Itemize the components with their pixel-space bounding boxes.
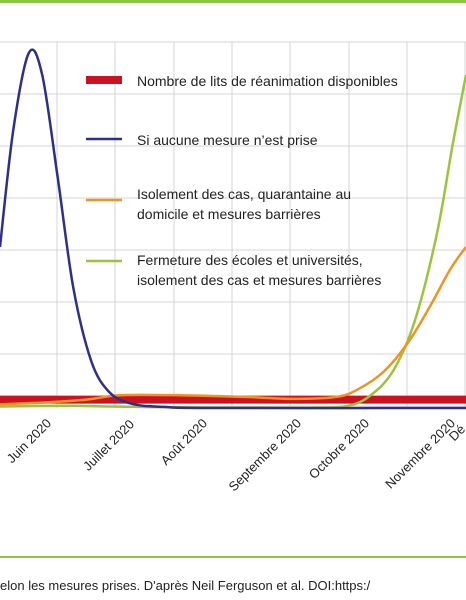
x-tick-label: Octobre 2020 — [306, 416, 372, 482]
legend-label: domicile et mesures barrières — [137, 206, 321, 222]
legend-label: isolement des cas et mesures barrières — [137, 272, 381, 288]
legend-item-isolation: Isolement des cas, quarantaine au domicil… — [86, 186, 351, 222]
x-tick-label: Juillet 2020 — [80, 417, 137, 474]
x-tick-label: Septembre 2020 — [226, 416, 305, 495]
legend-label: Nombre de lits de réanimation disponible… — [137, 73, 398, 89]
x-tick-label: Novembre 2020 — [382, 416, 458, 492]
line-chart: Juin 2020 Juillet 2020 Août 2020 Septembre … — [0, 41, 466, 495]
series-lines — [0, 48, 466, 410]
series-line-isolation — [0, 246, 466, 406]
frame-top-border — [0, 0, 466, 3]
legend-item-school-closure: Fermeture des écoles et universités, isol… — [86, 252, 381, 288]
grid — [0, 41, 466, 408]
legend-label: Isolement des cas, quarantaine au — [137, 186, 351, 202]
legend-item-no-measures: Si aucune mesure n’est prise — [86, 132, 318, 148]
frame-bottom-border — [0, 556, 466, 558]
legend-label: Fermeture des écoles et universités, — [137, 252, 363, 268]
series-line-school-closure — [0, 74, 466, 410]
legend-item-icu-beds: Nombre de lits de réanimation disponible… — [86, 73, 398, 89]
x-axis-tick-labels: Juin 2020 Juillet 2020 Août 2020 Septembre … — [4, 416, 466, 495]
series-line-no-measures — [0, 48, 466, 410]
x-tick-label: Juin 2020 — [4, 416, 54, 466]
legend: Nombre de lits de réanimation disponible… — [86, 73, 398, 288]
source-caption: elon les mesures prises. D'après Neil Fe… — [0, 578, 371, 593]
legend-label: Si aucune mesure n’est prise — [137, 132, 318, 148]
x-tick-label: Août 2020 — [158, 416, 211, 469]
x-tick-label: Dé — [446, 422, 466, 444]
